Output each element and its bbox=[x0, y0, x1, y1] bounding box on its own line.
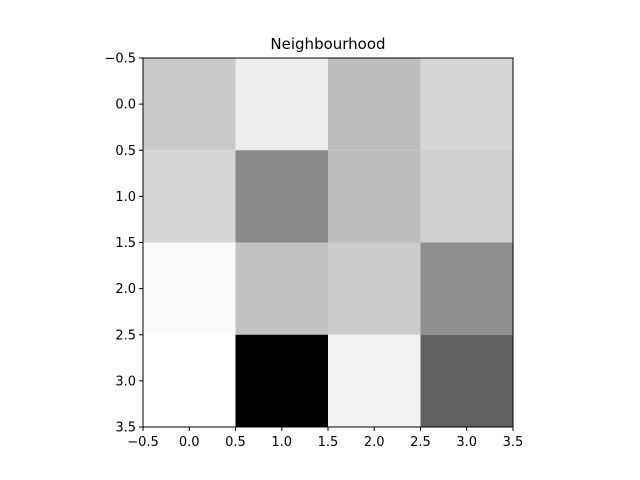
y-tick-label: 1.0 bbox=[115, 190, 136, 205]
x-tick-label: 3.5 bbox=[503, 435, 524, 450]
x-tick-label: 1.5 bbox=[318, 435, 339, 450]
x-tick-label: 0.5 bbox=[225, 435, 246, 450]
y-tick-label: 2.5 bbox=[115, 328, 136, 343]
y-tick-label: 3.0 bbox=[115, 374, 136, 389]
y-tick-label: 0.5 bbox=[115, 144, 136, 159]
heatmap-cell-r0-c1 bbox=[235, 58, 328, 151]
heatmap-cell-r0-c0 bbox=[143, 58, 236, 151]
heatmap-cell-r1-c2 bbox=[328, 150, 421, 243]
x-tick-label: 3.0 bbox=[456, 435, 477, 450]
x-tick-label: 2.5 bbox=[410, 435, 431, 450]
heatmap-cell-r2-c1 bbox=[235, 242, 328, 335]
y-tick-label: −0.5 bbox=[104, 52, 136, 67]
heatmap-cell-r3-c0 bbox=[143, 334, 236, 427]
heatmap-cell-r2-c3 bbox=[420, 242, 513, 335]
heatmap-cell-r3-c2 bbox=[328, 334, 421, 427]
heatmap-cell-r0-c2 bbox=[328, 58, 421, 151]
heatmap-cell-r2-c2 bbox=[328, 242, 421, 335]
heatmap-cell-r1-c1 bbox=[235, 150, 328, 243]
x-tick-label: 1.0 bbox=[271, 435, 292, 450]
x-tick-label: 2.0 bbox=[364, 435, 385, 450]
heatmap-cell-r2-c0 bbox=[143, 242, 236, 335]
heatmap-cell-r1-c3 bbox=[420, 150, 513, 243]
y-tick-label: 3.5 bbox=[115, 421, 136, 436]
x-axis: −0.5 0.0 0.5 1.0 1.5 2.0 2.5 3.0 3.5 bbox=[127, 427, 523, 450]
heatmap-cell-r1-c0 bbox=[143, 150, 236, 243]
heatmap-cells bbox=[143, 58, 513, 427]
heatmap-cell-r3-c1 bbox=[235, 334, 328, 427]
y-axis: −0.5 0.0 0.5 1.0 1.5 2.0 2.5 3.0 3.5 bbox=[104, 52, 143, 436]
chart-title: Neighbourhood bbox=[270, 35, 385, 53]
y-tick-label: 2.0 bbox=[115, 282, 136, 297]
y-tick-label: 1.5 bbox=[115, 236, 136, 251]
heatmap-cell-r3-c3 bbox=[420, 334, 513, 427]
x-tick-label: 0.0 bbox=[179, 435, 200, 450]
y-tick-label: 0.0 bbox=[115, 98, 136, 113]
heatmap-cell-r0-c3 bbox=[420, 58, 513, 151]
x-tick-label: −0.5 bbox=[127, 435, 159, 450]
